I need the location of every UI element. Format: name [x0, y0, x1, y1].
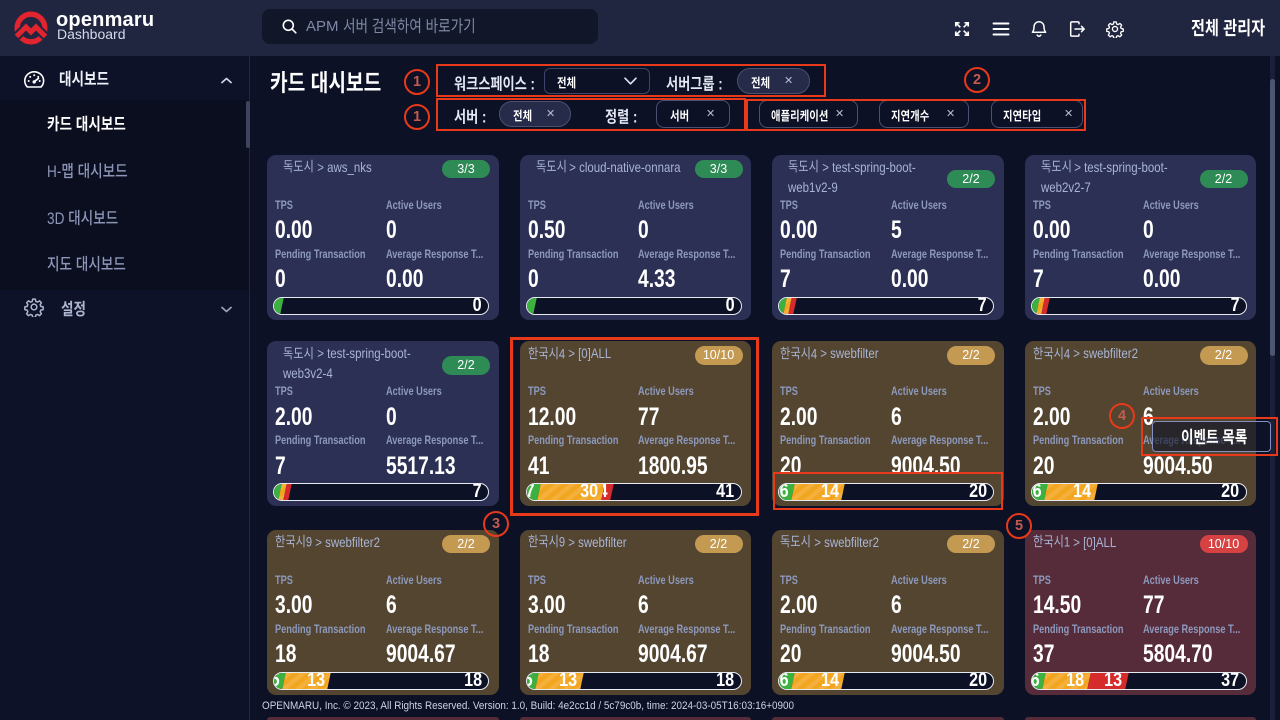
svg-text:4: 4 — [1063, 346, 1069, 361]
svg-text:9: 9 — [306, 534, 312, 549]
svg-text:4: 4 — [558, 346, 564, 361]
svg-text:4: 4 — [811, 346, 817, 361]
svg-text::: : — [633, 108, 637, 126]
svg-text::: : — [531, 75, 535, 93]
svg-text:3: 3 — [47, 209, 55, 227]
svg-text:H: H — [47, 162, 57, 180]
svg-text:9: 9 — [558, 534, 564, 549]
svg-text::: : — [718, 75, 722, 93]
svg-text::: : — [482, 108, 486, 126]
svg-text:D: D — [55, 209, 65, 227]
svg-text:-: - — [57, 162, 62, 180]
svg-text:1: 1 — [1063, 534, 1069, 549]
